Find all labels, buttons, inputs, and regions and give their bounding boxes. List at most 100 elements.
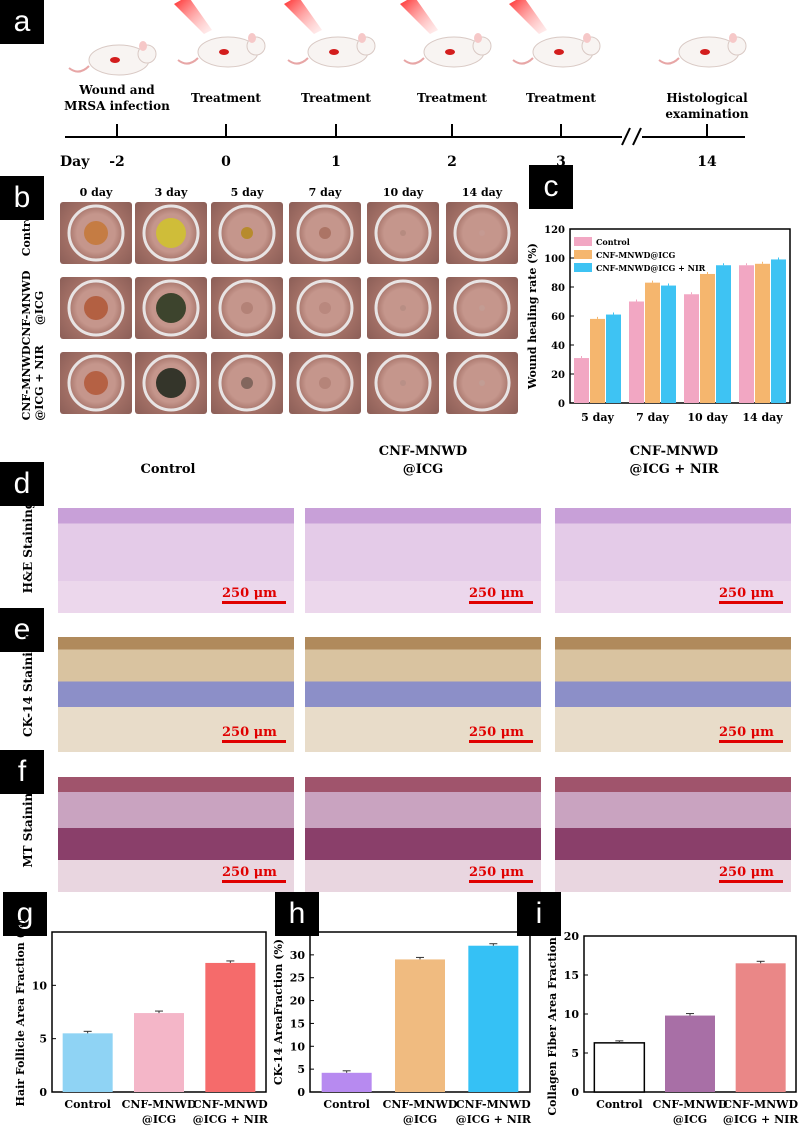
bar (205, 962, 256, 1092)
day-column-header: 3 day (154, 186, 188, 199)
wound-photo (446, 352, 518, 414)
x-tick-label: CNF-MNWD (122, 1098, 197, 1111)
legend-label: CNF-MNWD@ICG (596, 250, 676, 260)
scale-bar-label: 250 μm (469, 586, 524, 601)
laser-beam-icon (284, 0, 322, 34)
histology-column-header-line2: @ICG + NIR (629, 462, 719, 477)
bar (590, 318, 605, 403)
laser-beam-icon (400, 0, 438, 34)
y-tick-label: 30 (290, 949, 306, 962)
panel-label-b: b (0, 176, 44, 220)
wound-photo (367, 277, 439, 339)
x-tick-label: Control (323, 1098, 369, 1111)
bar (468, 945, 519, 1092)
scale-bar: 250 μm (719, 865, 783, 884)
bar (574, 358, 589, 403)
day-column-header: 14 day (461, 186, 503, 199)
y-tick-label: 120 (544, 225, 565, 236)
x-tick-label: CNF-MNWD (723, 1098, 798, 1111)
legend-swatch (574, 237, 592, 246)
x-tick-label: @ICG + NIR (456, 1113, 532, 1126)
histology-image: 250 μm (555, 485, 791, 613)
panel-label-c: c (529, 165, 573, 209)
y-tick-label: 20 (551, 370, 565, 381)
scale-bar: 250 μm (222, 725, 286, 744)
scale-bar-label: 250 μm (469, 725, 524, 740)
scale-bar: 250 μm (719, 725, 783, 744)
wound-photo (367, 202, 439, 264)
histology-column-header: CNF-MNWD (629, 444, 719, 459)
scale-bar: 250 μm (719, 586, 783, 605)
y-axis-label: CK-14 AreaFraction (%) (272, 939, 285, 1085)
timeline-day-value: 2 (447, 154, 457, 170)
wound-photo (60, 202, 132, 264)
bar (134, 1013, 184, 1092)
wound-photo (446, 202, 518, 264)
bar (716, 265, 731, 403)
histology-image: 250 μm (58, 764, 294, 892)
bar (771, 259, 786, 403)
y-tick-label: 60 (551, 312, 565, 323)
mouse-illustration (512, 33, 601, 68)
wound-photo (60, 277, 132, 339)
day-axis-label: Day (60, 154, 90, 170)
collagen-chart: 0 5 10 15 20 Collagen Fiber Area Fraction (%)… (546, 920, 799, 1126)
x-tick-label: @ICG (403, 1113, 437, 1126)
x-tick-label: 5 day (581, 411, 614, 424)
y-tick-label: 100 (544, 254, 565, 265)
y-tick-label: 80 (551, 283, 565, 294)
bar (395, 959, 445, 1092)
scale-bar-label: 250 μm (719, 586, 774, 601)
x-tick-label: @ICG + NIR (193, 1113, 269, 1126)
y-tick-label: 0 (558, 399, 565, 410)
photo-row-label-line: CNF-MNWD (20, 345, 33, 421)
hair-follicle-chart: 0 5 10 15 Hair Follicle Area Fraction (%) Con… (14, 920, 269, 1126)
histology-image: 250 μm (305, 485, 541, 613)
y-tick-label: 15 (564, 969, 579, 982)
scale-bar-line (719, 740, 783, 743)
y-tick-label: 40 (551, 341, 565, 352)
bar (739, 265, 754, 403)
ck14-chart: 0 5 10 15 20 25 30 35 CK-14 AreaFraction (%) Cont… (272, 926, 532, 1126)
scale-bar-label: 250 μm (222, 725, 277, 740)
day-column-header: 7 day (308, 186, 342, 199)
histology-image: 250 μm (555, 624, 791, 752)
scale-bar-label: 250 μm (719, 725, 774, 740)
histology-column-header-line2: @ICG (402, 462, 444, 477)
x-tick-label: CNF-MNWD (653, 1098, 728, 1111)
wound-photo-panel: 0 day 3 day 5 day 7 day 10 day 14 day Control… (0, 176, 520, 436)
timeline-event-label-line2: examination (665, 107, 749, 121)
x-tick-label: CNF-MNWD (193, 1098, 268, 1111)
mouse-illustration (287, 33, 376, 68)
wound-photo (135, 277, 207, 339)
y-axis-label: Wound healing rate (%) (526, 243, 539, 390)
wound-healing-chart: 0 20 40 60 80 100 120 Wound healing rate (%) 5 d… (526, 225, 791, 424)
wound-photo (211, 202, 283, 264)
histology-column-header: CNF-MNWD (378, 444, 468, 459)
wound-photo (135, 352, 207, 414)
histology-image: 250 μm (58, 485, 294, 613)
scale-bar: 250 μm (469, 865, 533, 884)
scale-bar: 250 μm (469, 586, 533, 605)
day-column-header: 10 day (382, 186, 424, 199)
wound-photo (289, 277, 361, 339)
scale-bar-line (719, 601, 783, 604)
histology-row-label: CK-14 Staining (21, 635, 35, 737)
y-tick-label: 5 (571, 1047, 579, 1060)
day-column-header: 5 day (230, 186, 264, 199)
x-tick-label: CNF-MNWD (456, 1098, 531, 1111)
mouse-illustration (403, 33, 492, 68)
timeline-svg (65, 0, 747, 146)
x-tick-label: Control (64, 1098, 110, 1111)
panel-label-f: f (0, 750, 44, 794)
wound-photo (211, 352, 283, 414)
y-tick-label: 35 (290, 926, 305, 939)
scale-bar: 250 μm (222, 586, 286, 605)
scale-bar-label: 250 μm (469, 865, 524, 880)
y-tick-label: 10 (290, 1040, 306, 1053)
timeline-panel: Day Wound and MRSA infection -2 Treatment 0 T… (0, 0, 799, 176)
histology-image: 250 μm (555, 764, 791, 892)
timeline-event-label: Treatment (417, 91, 487, 105)
y-tick-label: 10 (564, 1008, 580, 1021)
day-column-header: 0 day (79, 186, 113, 199)
